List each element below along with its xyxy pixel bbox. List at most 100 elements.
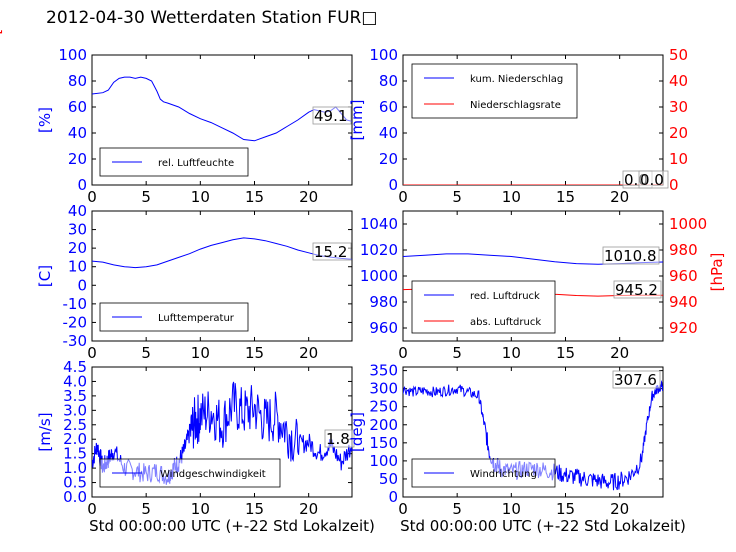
- y-tick-label: 350: [369, 362, 398, 380]
- y-tick-label: 0: [388, 176, 398, 194]
- value-annotation: 945.2: [615, 281, 658, 299]
- series-line: [92, 237, 352, 269]
- x-tick-label: 10: [191, 500, 210, 518]
- x-tick-label: 5: [141, 344, 151, 362]
- y-tick-label: 100: [369, 452, 398, 470]
- legend-box: [411, 63, 578, 119]
- x-tick-label: 15: [556, 188, 575, 206]
- x-tick-label: 5: [141, 188, 151, 206]
- y-tick-label: 0: [77, 176, 87, 194]
- y-tick-label: 0: [388, 488, 398, 506]
- y-right-tick-label: 920: [669, 319, 698, 337]
- value-annotation-box: [312, 242, 352, 261]
- y-tick-label: 10: [68, 258, 87, 276]
- y-right-tick-label: 960: [669, 267, 698, 285]
- plot-area: [92, 237, 352, 269]
- x-tick-label: 10: [191, 344, 210, 362]
- x-tick-label: 15: [245, 500, 264, 518]
- plot-frame: [91, 54, 353, 186]
- x-tick-label: 15: [556, 500, 575, 518]
- x-tick-label: 20: [610, 500, 629, 518]
- value-annotation: 0.0: [640, 171, 664, 189]
- legend-label: Lufttemperatur: [158, 313, 235, 324]
- legend-label: rel. Luftfeuchte: [158, 158, 234, 169]
- y-axis-label: [mm]: [348, 100, 366, 141]
- legend-label: abs. Luftdruck: [470, 317, 541, 328]
- y-tick-label: 1.5: [63, 445, 87, 463]
- y-tick-label: 100: [369, 46, 398, 64]
- x-tick-label: 20: [299, 344, 318, 362]
- y-tick-label: 100: [58, 46, 87, 64]
- x-tick-label: 0: [87, 188, 97, 206]
- value-annotation: 307.6: [614, 371, 657, 389]
- y-axis-label: [deg]: [348, 412, 366, 452]
- x-tick-label: 20: [299, 188, 318, 206]
- x-tick-label: 0: [398, 500, 408, 518]
- x-tick-label: 5: [452, 188, 462, 206]
- y-tick-label: 20: [379, 150, 398, 168]
- legend-label: kum. Niederschlag: [470, 74, 563, 85]
- x-tick-label: 10: [502, 188, 521, 206]
- y-tick-label: -30: [63, 332, 88, 350]
- x-tick-label: 15: [556, 344, 575, 362]
- y-tick-label: 250: [369, 398, 398, 416]
- y-tick-label: 4.5: [63, 358, 87, 376]
- y-tick-label: 1.0: [63, 459, 87, 477]
- y-axis-label: [C]: [36, 265, 54, 287]
- x-tick-label: 5: [452, 344, 462, 362]
- y-tick-label: 80: [68, 72, 87, 90]
- y-right-tick-label: 980: [669, 241, 698, 259]
- page-title: 2012-04-30 Wetterdaten Station FUR□: [46, 8, 378, 28]
- y-right-tick-label: 10: [669, 150, 688, 168]
- y-tick-label: 40: [379, 124, 398, 142]
- y-tick-label: 20: [68, 239, 87, 257]
- y-tick-label: 20: [68, 150, 87, 168]
- y-right-tick-label: 40: [669, 72, 688, 90]
- y-tick-label: 2.5: [63, 416, 87, 434]
- x-tick-label: 20: [299, 500, 318, 518]
- y-tick-label: 40: [68, 202, 87, 220]
- y-tick-label: 1040: [360, 215, 398, 233]
- x-tick-label: 15: [245, 344, 264, 362]
- plot-frame: [402, 366, 664, 498]
- y-right-tick-label: 0: [669, 176, 679, 194]
- x-tick-label: 10: [191, 188, 210, 206]
- x-tick-label: 0: [87, 500, 97, 518]
- legend-label: Windrichtung: [470, 469, 537, 480]
- value-annotation-box: [312, 106, 352, 125]
- y-tick-label: 60: [379, 98, 398, 116]
- y-tick-label: 1020: [360, 241, 398, 259]
- y-tick-label: 3.0: [63, 401, 87, 419]
- y-right-tick-label: 1000: [669, 215, 707, 233]
- y-tick-label: 50: [379, 470, 398, 488]
- value-annotation: 15.2: [314, 243, 347, 261]
- x-tick-label: 10: [502, 500, 521, 518]
- x-tick-label: 10: [502, 344, 521, 362]
- y-right-axis-label: [hPa]: [708, 253, 726, 292]
- y-tick-label: -10: [63, 295, 88, 313]
- y-axis-label: [m/s]: [36, 412, 54, 451]
- value-annotation-box: [612, 370, 661, 389]
- value-annotation: 1010.8: [604, 247, 657, 265]
- y-right-tick-label: 30: [669, 98, 688, 116]
- y-right-tick-label: 50: [669, 46, 688, 64]
- value-annotation-box: [602, 246, 660, 265]
- y-axis-label: [%]: [36, 107, 54, 133]
- y-tick-label: 30: [68, 221, 87, 239]
- y-tick-label: 1000: [360, 267, 398, 285]
- y-tick-label: 0: [77, 276, 87, 294]
- x-tick-label: 20: [610, 188, 629, 206]
- value-annotation: 1.8: [326, 430, 350, 448]
- y-tick-label: 200: [369, 416, 398, 434]
- legend-label: Niederschlagsrate: [470, 100, 561, 111]
- y-tick-label: 60: [68, 98, 87, 116]
- x-tick-label: 0: [87, 344, 97, 362]
- y-tick-label: 40: [68, 124, 87, 142]
- y-tick-label: 4.0: [63, 372, 87, 390]
- x-tick-label: 0: [398, 188, 408, 206]
- y-tick-label: 150: [369, 434, 398, 452]
- x-tick-label: 0: [398, 344, 408, 362]
- y-tick-label: 960: [369, 319, 398, 337]
- y-tick-label: -20: [63, 313, 88, 331]
